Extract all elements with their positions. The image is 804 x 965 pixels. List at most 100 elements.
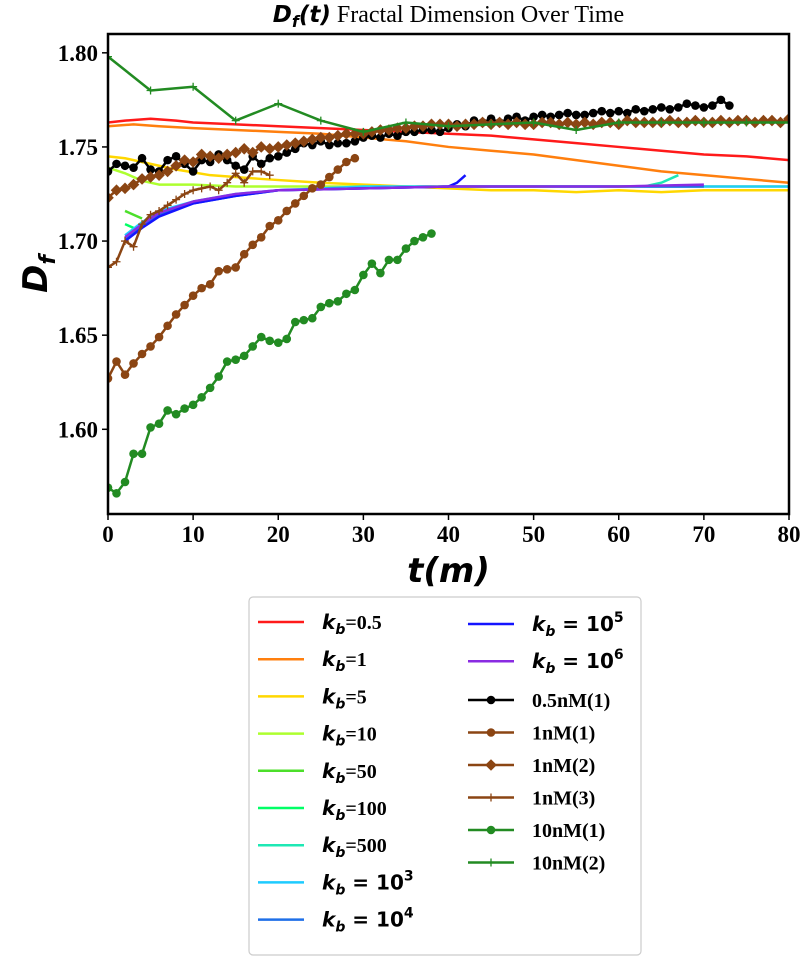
data-point [572, 126, 581, 134]
legend-entry-k-b-10-3: kb = 103 [258, 868, 414, 898]
data-point [708, 101, 717, 110]
legend-marker [486, 728, 496, 737]
data-point [248, 342, 258, 351]
data-point [188, 291, 198, 300]
data-point [263, 143, 276, 155]
legend-box [248, 596, 642, 956]
data-point [571, 110, 581, 120]
series-k-b-100 [124, 222, 135, 230]
data-point [657, 118, 666, 127]
legend-label: kb = 105 [532, 610, 624, 640]
series-line-k-b-10-3 [124, 185, 789, 237]
data-point [315, 131, 327, 144]
data-point [120, 477, 130, 487]
y-axis-ticks: 1.60 1.65 1.70 1.75 1.80 [58, 41, 108, 442]
legend-label: kb=5 [322, 684, 367, 712]
data-point [214, 372, 223, 381]
y-tick-label: 1.75 [58, 135, 98, 160]
data-point [622, 108, 632, 118]
x-tick-label: 0 [102, 522, 114, 547]
data-point [136, 173, 148, 185]
data-point [187, 156, 199, 168]
data-point [144, 171, 157, 183]
x-tick-label: 50 [522, 522, 545, 547]
data-point [204, 150, 216, 163]
data-point [604, 116, 617, 129]
data-point [308, 184, 317, 193]
data-point [222, 264, 232, 274]
legend-marker [487, 793, 495, 802]
data-point [306, 133, 319, 146]
legend-label: kb=10 [322, 722, 377, 750]
data-point [129, 359, 138, 368]
data-point [238, 143, 251, 155]
legend-entry-k-b-50: kb=50 [258, 759, 377, 787]
data-point [350, 136, 360, 146]
data-point [231, 116, 240, 125]
data-point [444, 122, 453, 131]
data-point [580, 110, 589, 120]
data-point [171, 409, 181, 419]
data-point [519, 118, 531, 131]
data-point [674, 103, 683, 112]
data-point [163, 201, 172, 210]
legend-entry-10nm-2: 10nM(2) [468, 853, 605, 875]
data-point [325, 140, 334, 150]
legend-label: 10nM(1) [532, 820, 605, 842]
data-point [239, 165, 249, 174]
data-point [699, 118, 708, 127]
title-math: Df(t) [273, 2, 331, 31]
data-point [172, 195, 181, 204]
data-point [742, 118, 751, 127]
data-point [195, 148, 208, 161]
data-point [648, 104, 658, 114]
data-point [108, 263, 112, 272]
data-point [342, 289, 351, 299]
data-point [280, 139, 293, 151]
data-point [383, 124, 395, 136]
series-1nm-1 [108, 153, 360, 383]
data-point [316, 302, 326, 312]
series-0-5nm-1 [108, 95, 734, 176]
y-tick-label: 1.65 [58, 323, 98, 348]
data-point [297, 135, 310, 148]
data-point [205, 280, 215, 289]
legend-label: 0.5nM(1) [532, 690, 610, 712]
data-point [273, 338, 283, 348]
data-point [639, 106, 649, 116]
data-point [265, 336, 275, 346]
data-point [290, 317, 300, 327]
data-point [221, 148, 233, 161]
data-point [180, 404, 189, 413]
x-tick-label: 70 [692, 522, 715, 547]
data-point [248, 167, 257, 176]
data-point [153, 169, 165, 181]
data-point [785, 118, 789, 127]
legend-label: 1nM(3) [532, 788, 595, 810]
data-point [248, 240, 258, 250]
data-point [246, 146, 259, 159]
legend-label: kb=50 [322, 759, 377, 787]
data-point [393, 131, 402, 140]
data-point [138, 220, 147, 229]
data-point [664, 114, 676, 127]
legend-label: 10nM(2) [532, 853, 605, 875]
data-point [376, 133, 385, 142]
series-line-k-b-10-4 [124, 185, 704, 241]
x-tick-label: 20 [267, 522, 290, 547]
data-point [256, 159, 266, 169]
data-point [205, 383, 215, 393]
data-point [110, 184, 123, 197]
data-point [290, 199, 300, 208]
data-point [112, 257, 121, 266]
data-point [137, 349, 147, 359]
data-point [325, 172, 334, 182]
legend-label: kb=500 [322, 833, 387, 861]
data-point [137, 449, 147, 459]
data-point [554, 110, 564, 120]
data-point [197, 184, 206, 193]
data-point [229, 146, 242, 159]
data-point [178, 154, 191, 166]
data-point [163, 406, 172, 415]
